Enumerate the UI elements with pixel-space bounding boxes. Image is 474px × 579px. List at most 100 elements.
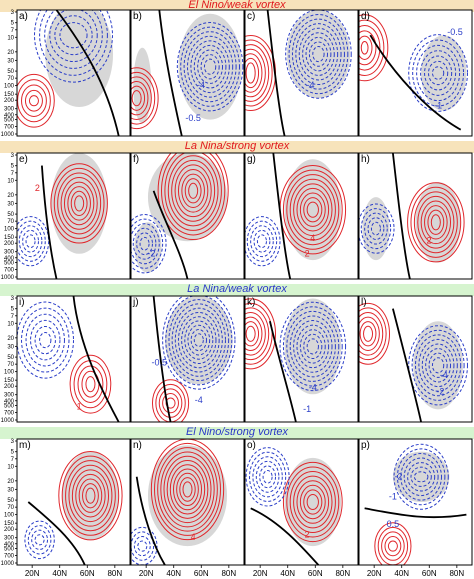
negative-contour bbox=[279, 301, 347, 392]
panel-frame bbox=[16, 295, 131, 423]
y-tick-label: 7 bbox=[11, 314, 15, 320]
panel-frame bbox=[244, 9, 359, 137]
y-tick-label: 1000 bbox=[1, 132, 15, 138]
negative-contour bbox=[44, 10, 103, 69]
negative-contour bbox=[367, 217, 385, 240]
positive-contour bbox=[387, 540, 398, 552]
negative-contour bbox=[133, 535, 151, 557]
positive-contour bbox=[53, 167, 105, 239]
y-tick-label: 5 bbox=[11, 21, 15, 27]
negative-contour bbox=[424, 55, 453, 91]
negative-contour bbox=[131, 531, 155, 561]
negative-contour bbox=[302, 32, 335, 76]
y-tick-label: 20 bbox=[7, 336, 14, 342]
y-tick-label: 1000 bbox=[1, 418, 15, 424]
positive-contour bbox=[289, 178, 336, 241]
negative-contour bbox=[39, 10, 108, 76]
contour-label: 2 bbox=[35, 183, 40, 193]
positive-contour bbox=[60, 177, 98, 230]
negative-contour bbox=[295, 23, 342, 86]
negative-contour bbox=[256, 234, 267, 248]
positive-contour bbox=[69, 354, 112, 414]
positive-contour bbox=[17, 73, 55, 128]
positive-contour bbox=[58, 451, 123, 541]
positive-contour bbox=[71, 469, 110, 523]
negative-contour bbox=[245, 447, 290, 507]
negative-contour bbox=[17, 216, 50, 267]
panel-frame bbox=[244, 295, 359, 423]
negative-contour bbox=[30, 319, 61, 361]
y-tick-label: 150 bbox=[4, 235, 15, 241]
negative-contour bbox=[312, 46, 325, 63]
panel-frame bbox=[244, 438, 359, 566]
y-tick-label: 400 bbox=[4, 399, 15, 405]
positive-contour bbox=[245, 48, 266, 98]
y-tick-label: 400 bbox=[4, 256, 15, 262]
positive-contour bbox=[131, 71, 156, 125]
negative-contour bbox=[137, 540, 148, 552]
negative-contour bbox=[296, 324, 330, 369]
negative-contour bbox=[408, 34, 468, 112]
contour-panel bbox=[359, 296, 472, 422]
positive-contour bbox=[286, 174, 340, 246]
y-tick-label: 70 bbox=[7, 76, 14, 82]
positive-contour bbox=[245, 57, 260, 89]
negative-contour bbox=[252, 456, 283, 498]
negative-contour bbox=[289, 315, 336, 378]
y-tick-label: 100 bbox=[4, 370, 15, 376]
zero-contour bbox=[158, 10, 183, 136]
positive-contour bbox=[77, 365, 104, 403]
positive-contour bbox=[78, 478, 103, 513]
contour-label: -4 bbox=[197, 80, 205, 90]
x-tick-label: 60N bbox=[194, 569, 209, 578]
positive-contour bbox=[166, 459, 209, 519]
negative-contour bbox=[24, 520, 55, 560]
row-title: La Nina/strong vortex bbox=[184, 140, 290, 152]
positive-contour bbox=[172, 468, 203, 511]
zero-contour bbox=[269, 320, 297, 422]
y-tick-label: 70 bbox=[7, 219, 14, 225]
negative-contour bbox=[293, 320, 333, 373]
negative-contour bbox=[176, 22, 244, 112]
y-tick-label: 5 bbox=[11, 164, 15, 170]
y-tick-label: 500 bbox=[4, 260, 15, 266]
positive-contour bbox=[167, 155, 219, 227]
positive-contour bbox=[61, 455, 120, 536]
contour-label: -4 bbox=[440, 370, 448, 380]
positive-contour bbox=[420, 200, 452, 245]
negative-contour bbox=[245, 216, 281, 267]
x-tick-label: 80N bbox=[335, 569, 350, 578]
negative-contour bbox=[162, 296, 236, 390]
negative-contour bbox=[415, 334, 462, 397]
negative-contour bbox=[165, 296, 233, 386]
y-tick-label: 700 bbox=[4, 411, 15, 417]
positive-contour bbox=[131, 90, 142, 107]
negative-contour bbox=[59, 22, 88, 49]
x-tick-label: 40N bbox=[394, 569, 409, 578]
x-tick-label: 80N bbox=[449, 569, 464, 578]
positive-contour bbox=[82, 483, 99, 509]
panel-frame bbox=[130, 9, 245, 137]
y-tick-label: 3 bbox=[11, 153, 15, 159]
row-band bbox=[0, 284, 474, 296]
positive-contour bbox=[282, 169, 343, 250]
significance-shading bbox=[284, 159, 342, 261]
significance-shading bbox=[392, 451, 450, 502]
panel-frame bbox=[244, 152, 359, 280]
positive-contour bbox=[289, 471, 336, 533]
x-tick-label: 40N bbox=[166, 569, 181, 578]
negative-contour bbox=[282, 306, 343, 387]
negative-contour bbox=[21, 307, 70, 373]
positive-contour bbox=[360, 41, 369, 55]
positive-contour bbox=[21, 84, 47, 117]
negative-contour bbox=[396, 448, 446, 506]
contour-panel bbox=[17, 439, 130, 565]
negative-contour bbox=[49, 10, 98, 63]
y-tick-label: 300 bbox=[4, 393, 15, 399]
y-tick-label: 50 bbox=[7, 355, 14, 361]
positive-contour bbox=[163, 455, 212, 524]
contour-label: -0.5 bbox=[151, 357, 167, 367]
negative-contour bbox=[428, 352, 448, 378]
y-tick-label: 70 bbox=[7, 362, 14, 368]
negative-contour bbox=[255, 460, 280, 493]
